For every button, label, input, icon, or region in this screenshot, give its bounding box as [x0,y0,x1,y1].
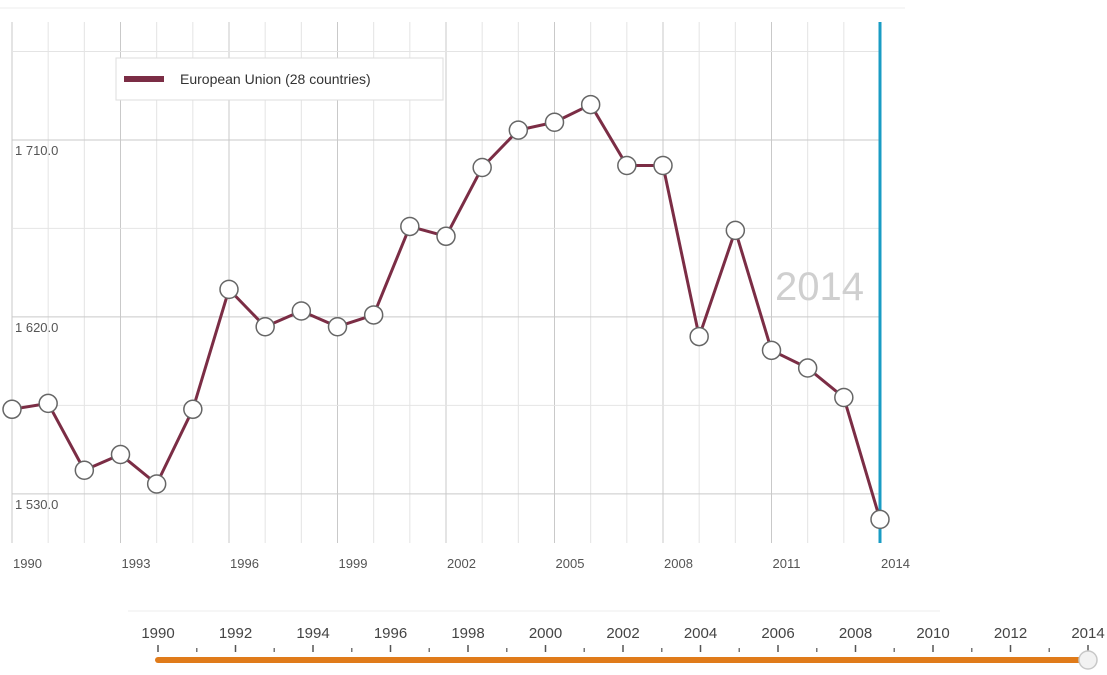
legend-swatch [124,76,164,82]
legend-box [115,57,444,101]
legend[interactable]: European Union (28 countries) [115,57,444,101]
slider-year-label[interactable]: 2002 [606,625,639,642]
data-point[interactable] [74,460,95,481]
data-point[interactable] [255,316,275,337]
x-tick-label: 2014 [881,556,910,571]
data-point[interactable] [870,509,890,530]
data-point[interactable] [508,120,529,140]
current-year-watermark: 2014 [775,265,864,309]
series-layer [2,94,890,530]
data-point[interactable] [617,155,637,176]
data-point[interactable] [363,305,384,325]
y-tick-label: 1 710.0 [15,143,58,158]
slider-year-label[interactable]: 1996 [374,625,407,642]
legend-label: European Union (28 countries) [180,71,371,87]
data-point[interactable] [544,112,565,133]
slider-year-label[interactable]: 1990 [141,625,174,642]
slider-year-label[interactable]: 2012 [994,625,1027,642]
data-point[interactable] [725,220,746,241]
x-tick-label: 2005 [556,556,585,571]
data-point[interactable] [653,155,673,176]
y-tick-label: 1 530.0 [15,497,58,512]
slider-year-label[interactable]: 2008 [839,625,872,642]
x-tick-label: 2008 [664,556,693,571]
x-tick-label: 1996 [230,556,259,571]
slider-tick-marks [157,645,1089,652]
year-slider-handle[interactable] [1078,650,1098,670]
slider-year-label[interactable]: 1994 [296,625,329,642]
data-point[interactable] [2,399,22,420]
data-point[interactable] [38,393,58,414]
x-tick-label: 2011 [773,556,801,571]
slider-year-label[interactable]: 1992 [219,625,252,642]
x-tick-label: 1993 [122,556,151,571]
data-point[interactable] [797,358,818,378]
data-point[interactable] [327,316,348,337]
x-tick-label: 1999 [339,556,368,571]
data-point[interactable] [761,340,782,361]
data-point[interactable] [400,216,420,237]
data-point[interactable] [291,301,312,321]
y-axis-tick-labels: 1 530.0 1 620.0 1 710.0 [15,143,58,512]
x-tick-label: 1990 [13,556,42,571]
data-point[interactable] [472,157,492,178]
data-point[interactable] [834,387,854,408]
data-point[interactable] [689,326,709,347]
slider-year-label[interactable]: 2000 [529,625,562,642]
x-tick-label: 2002 [447,556,476,571]
data-point[interactable] [146,474,167,494]
data-point[interactable] [183,399,203,420]
slider-year-label[interactable]: 2014 [1071,625,1104,642]
data-point[interactable] [219,279,239,300]
slider-year-label[interactable]: 2004 [684,625,717,642]
y-tick-label: 1 620.0 [15,320,58,335]
data-point[interactable] [436,226,456,247]
slider-year-label[interactable]: 2006 [761,625,794,642]
slider-year-labels: 1990 1992 1994 1996 1998 2000 2002 2004 2006 2008… [141,625,1104,642]
data-point[interactable] [580,94,601,115]
slider-year-label[interactable]: 1998 [451,625,484,642]
x-axis-tick-labels: 1990 1993 1996 1999 2002 2005 2008 2011 2014 [13,556,910,571]
data-point[interactable] [110,444,131,465]
slider-year-label[interactable]: 2010 [916,625,949,642]
